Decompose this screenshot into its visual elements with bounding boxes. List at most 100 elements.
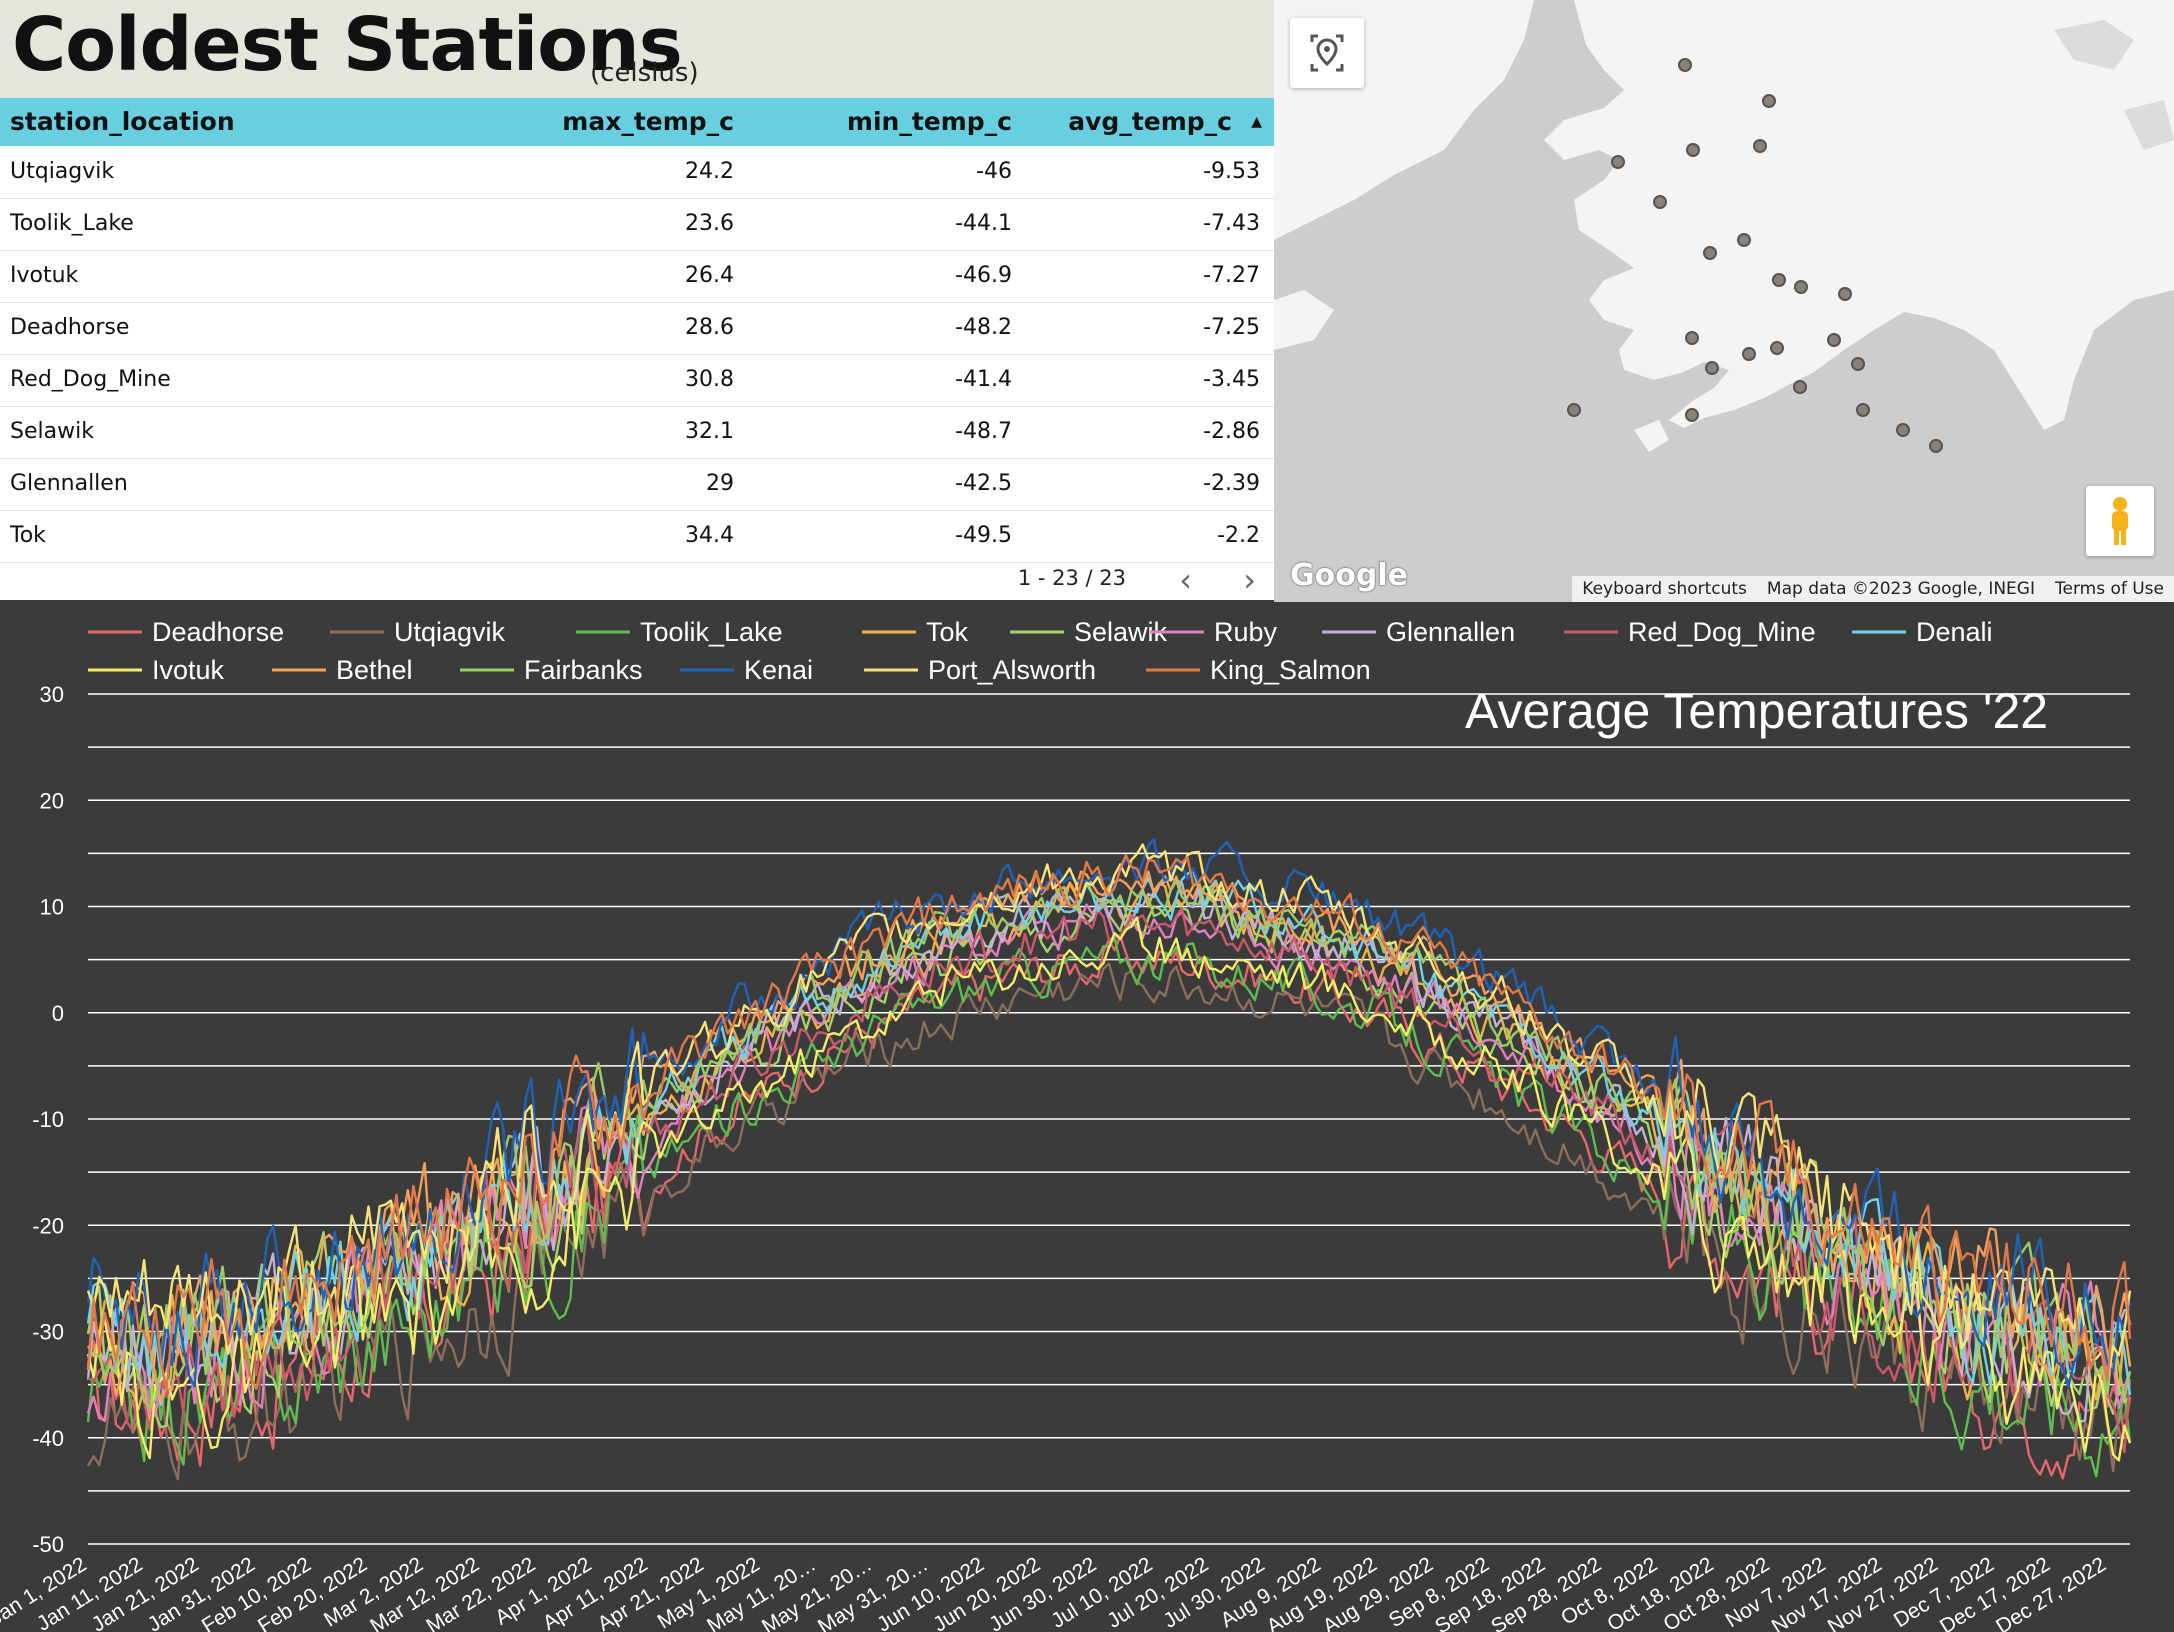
chevron-right-icon[interactable]: › xyxy=(1243,561,1256,599)
series-line-ruby[interactable] xyxy=(86,901,2132,1422)
table-cell-max: 24.2 xyxy=(685,159,734,184)
station-marker[interactable] xyxy=(1929,439,1943,453)
table-cell-max: 34.4 xyxy=(685,523,734,548)
column-header-min-temp[interactable]: min_temp_c xyxy=(846,107,1012,136)
column-header-avg-temp[interactable]: avg_temp_c xyxy=(1068,107,1232,136)
y-tick-label: -50 xyxy=(32,1532,64,1557)
table-cell-station: Ivotuk xyxy=(10,263,79,288)
legend-label[interactable]: Glennallen xyxy=(1386,617,1515,647)
table-cell-max: 32.1 xyxy=(685,419,734,444)
series-line-ivotuk[interactable] xyxy=(86,916,2132,1462)
street-view-button[interactable] xyxy=(2086,486,2154,556)
station-marker[interactable] xyxy=(1896,423,1910,437)
y-axis: 30 20 10 0 -10 -20 -30 -40 -50 xyxy=(32,682,64,1557)
legend-label[interactable]: Denali xyxy=(1916,617,1993,647)
legend-label[interactable]: Bethel xyxy=(336,655,413,685)
table-row[interactable]: Glennallen 29 -42.5 -2.39 xyxy=(0,458,1274,511)
legend-label[interactable]: Red_Dog_Mine xyxy=(1628,617,1816,647)
table-cell-min: -42.5 xyxy=(955,471,1012,496)
station-marker[interactable] xyxy=(1742,347,1756,361)
table-cell-station: Glennallen xyxy=(10,471,128,496)
station-marker[interactable] xyxy=(1851,357,1865,371)
stations-table: station_location max_temp_c min_temp_c a… xyxy=(0,98,1274,600)
y-tick-label: -10 xyxy=(32,1107,64,1132)
y-tick-label: 10 xyxy=(40,895,64,920)
legend-label[interactable]: Deadhorse xyxy=(152,617,284,647)
page-subtitle: (celsius) xyxy=(590,58,699,88)
map-lake-2 xyxy=(2124,100,2174,150)
legend-label[interactable]: Tok xyxy=(926,617,969,647)
table-row[interactable]: Toolik_Lake 23.6 -44.1 -7.43 xyxy=(0,198,1274,251)
station-marker[interactable] xyxy=(1705,361,1719,375)
station-marker[interactable] xyxy=(1772,273,1786,287)
table-cell-max: 30.8 xyxy=(685,367,734,392)
series-line-tok[interactable] xyxy=(86,880,2132,1423)
column-header-station-location[interactable]: station_location xyxy=(10,107,235,136)
station-marker[interactable] xyxy=(1685,408,1699,422)
legend-label[interactable]: Ruby xyxy=(1214,617,1278,647)
keyboard-shortcuts-link[interactable]: Keyboard shortcuts xyxy=(1582,579,1747,599)
table-row[interactable]: Selawik 32.1 -48.7 -2.86 xyxy=(0,406,1274,459)
y-tick-label: -20 xyxy=(32,1213,64,1238)
table-cell-max: 29 xyxy=(706,471,734,496)
y-tick-label: 0 xyxy=(52,1001,64,1026)
station-marker[interactable] xyxy=(1770,341,1784,355)
y-tick-label: 30 xyxy=(40,682,64,707)
station-marker[interactable] xyxy=(1762,94,1776,108)
table-cell-avg: -7.43 xyxy=(1203,211,1260,236)
station-marker[interactable] xyxy=(1678,58,1692,72)
table-cell-max: 28.6 xyxy=(685,315,734,340)
table-cell-min: -48.7 xyxy=(955,419,1012,444)
station-marker[interactable] xyxy=(1611,155,1625,169)
y-tick-label: -30 xyxy=(32,1320,64,1345)
table-cell-station: Toolik_Lake xyxy=(10,211,134,236)
series-line-king-salmon[interactable] xyxy=(86,854,2132,1392)
series-line-utqiagvik[interactable] xyxy=(86,962,2132,1481)
station-marker[interactable] xyxy=(1794,280,1808,294)
terms-of-use-link[interactable]: Terms of Use xyxy=(2054,579,2164,599)
table-row[interactable]: Utqiagvik 24.2 -46 -9.53 xyxy=(0,146,1274,199)
legend-label[interactable]: Utqiagvik xyxy=(394,617,506,647)
column-header-max-temp[interactable]: max_temp_c xyxy=(562,107,734,136)
legend-label[interactable]: Fairbanks xyxy=(524,655,643,685)
station-marker[interactable] xyxy=(1838,287,1852,301)
table-row[interactable]: Deadhorse 28.6 -48.2 -7.25 xyxy=(0,302,1274,355)
station-marker[interactable] xyxy=(1753,139,1767,153)
sort-ascending-icon[interactable]: ▲ xyxy=(1251,114,1262,130)
legend-label[interactable]: Ivotuk xyxy=(152,655,225,685)
series-line-red-dog-mine[interactable] xyxy=(87,907,2132,1454)
station-marker[interactable] xyxy=(1653,195,1667,209)
locate-button[interactable] xyxy=(1290,18,1364,88)
station-marker[interactable] xyxy=(1685,331,1699,345)
table-cell-station: Utqiagvik xyxy=(10,159,115,184)
table-row[interactable]: Red_Dog_Mine 30.8 -41.4 -3.45 xyxy=(0,354,1274,407)
station-marker[interactable] xyxy=(1703,246,1717,260)
chevron-left-icon[interactable]: ‹ xyxy=(1179,561,1192,599)
table-row[interactable]: Tok 34.4 -49.5 -2.2 xyxy=(0,510,1274,563)
legend-label[interactable]: Port_Alsworth xyxy=(928,655,1096,685)
station-marker[interactable] xyxy=(1827,333,1841,347)
table-cell-avg: -7.27 xyxy=(1203,263,1260,288)
y-tick-label: 20 xyxy=(40,788,64,813)
legend-label[interactable]: King_Salmon xyxy=(1210,655,1371,685)
page-title: Coldest Stations xyxy=(12,2,683,88)
table-cell-avg: -2.2 xyxy=(1217,523,1260,548)
station-marker[interactable] xyxy=(1856,403,1870,417)
station-marker[interactable] xyxy=(1686,143,1700,157)
station-marker[interactable] xyxy=(1567,403,1581,417)
station-marker[interactable] xyxy=(1793,380,1807,394)
table-cell-station: Red_Dog_Mine xyxy=(10,367,171,392)
legend-label[interactable]: Toolik_Lake xyxy=(640,617,783,647)
table-cell-station: Tok xyxy=(10,523,46,548)
table-row[interactable]: Ivotuk 26.4 -46.9 -7.27 xyxy=(0,250,1274,303)
y-tick-label: -40 xyxy=(32,1426,64,1451)
series-line-kenai[interactable] xyxy=(86,838,2132,1389)
station-marker[interactable] xyxy=(1737,233,1751,247)
map-kodiak xyxy=(1634,420,1669,452)
stations-map[interactable]: Google Keyboard shortcuts Map data ©2023… xyxy=(1274,0,2174,602)
map-canvas[interactable] xyxy=(1274,0,2174,602)
street-view-pegman-icon xyxy=(2112,497,2128,545)
legend-label[interactable]: Kenai xyxy=(744,655,813,685)
